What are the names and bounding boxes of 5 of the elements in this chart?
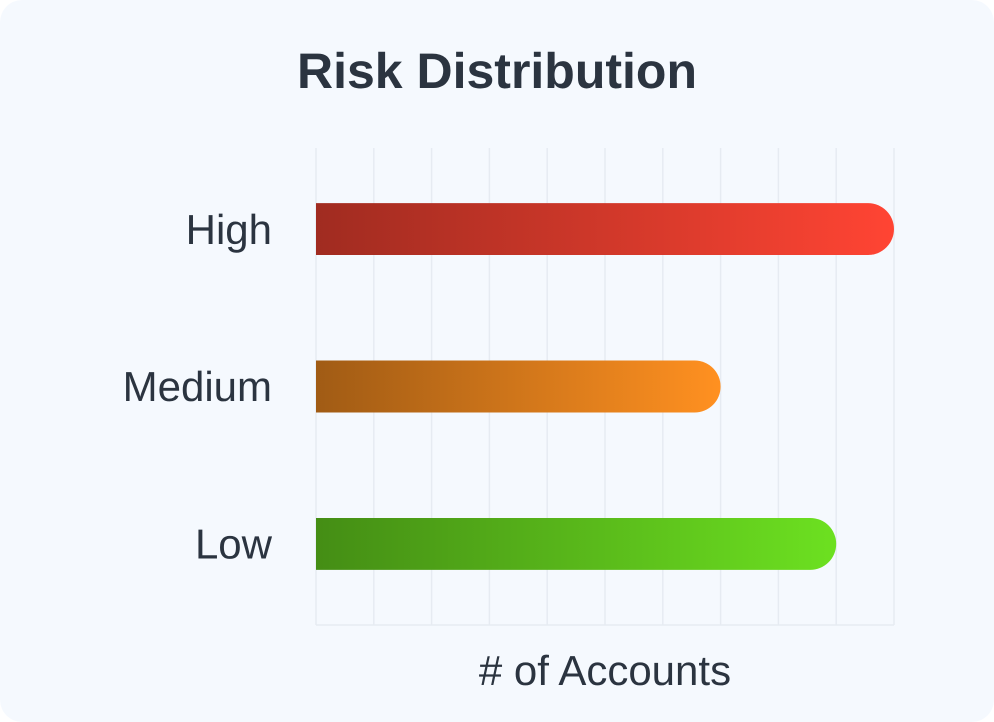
x-axis-title: # of Accounts: [478, 647, 732, 694]
y-tick-label: High: [186, 206, 272, 253]
y-tick-label: Low: [194, 520, 273, 568]
y-tick-label: Medium: [122, 363, 272, 410]
chart-title: Risk Distribution: [296, 43, 698, 99]
